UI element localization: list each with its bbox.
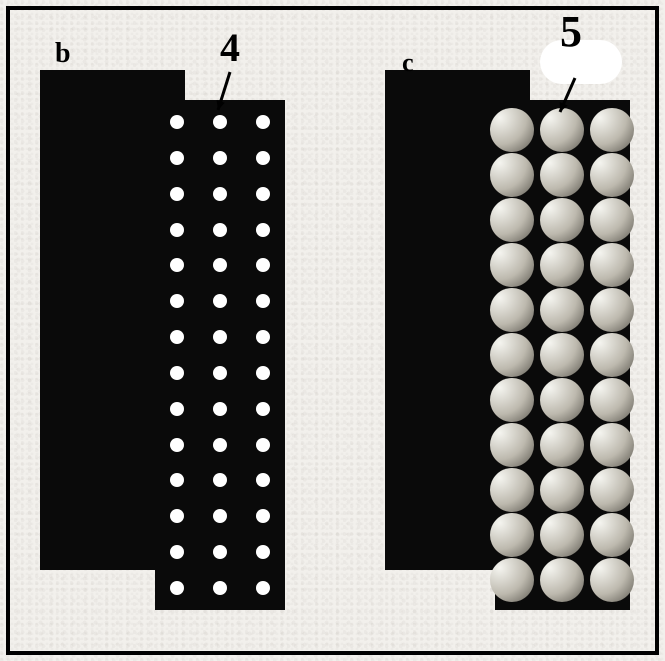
panel-b-dot (170, 545, 184, 559)
panel-b-callout-arrow-icon (206, 60, 242, 122)
panel-b-dot (213, 223, 227, 237)
panel-b-dot (256, 115, 270, 129)
panel-c-sphere (590, 513, 634, 557)
panel-c-sphere (540, 153, 584, 197)
panel-c-sphere (490, 378, 534, 422)
panel-c-label: c (402, 48, 414, 78)
panel-b-dot (256, 402, 270, 416)
panel-b-dot (213, 509, 227, 523)
panel-b-dot (213, 151, 227, 165)
panel-b-dot (213, 473, 227, 487)
panel-b-dot (256, 330, 270, 344)
panel-c-sphere-grid (490, 108, 634, 602)
panel-b-dot (256, 258, 270, 272)
panel-b-dot (170, 294, 184, 308)
panel-c-sphere (540, 333, 584, 377)
panel-c-sphere (490, 468, 534, 512)
panel-b-dot (170, 509, 184, 523)
panel-b-dot (170, 330, 184, 344)
panel-b-dot (256, 581, 270, 595)
panel-b-dot (213, 402, 227, 416)
panel-c-sphere (490, 423, 534, 467)
panel-c-callout-arrow-icon (548, 66, 587, 124)
panel-c-sphere (490, 198, 534, 242)
panel-b-dot-grid (170, 115, 270, 595)
panel-c-sphere (540, 198, 584, 242)
panel-c-sphere (540, 423, 584, 467)
panel-b-dot (256, 473, 270, 487)
panel-c-sphere (590, 108, 634, 152)
panel-b-dot (213, 330, 227, 344)
panel-b-dot (256, 438, 270, 452)
panel-c-sphere (490, 333, 534, 377)
panel-c-sphere (590, 198, 634, 242)
panel-c-sphere (490, 288, 534, 332)
panel-c-sphere (490, 513, 534, 557)
panel-c-sphere (540, 288, 584, 332)
panel-b-label: b (55, 38, 71, 70)
panel-c-sphere (490, 153, 534, 197)
panel-b-dot (256, 223, 270, 237)
panel-c-sphere (540, 243, 584, 287)
panel-c-sphere (540, 468, 584, 512)
panel-c-sphere (590, 333, 634, 377)
panel-c-sphere (590, 153, 634, 197)
panel-c-sphere (490, 108, 534, 152)
panel-b-dot (170, 187, 184, 201)
panel-c-sphere (490, 558, 534, 602)
panel-c-sphere (490, 243, 534, 287)
panel-b-dot (256, 509, 270, 523)
panel-b-dot (170, 258, 184, 272)
panel-b-dot (170, 402, 184, 416)
panel-c-sphere (540, 378, 584, 422)
panel-b-dot (213, 581, 227, 595)
panel-b-dot (170, 581, 184, 595)
panel-b-dot (213, 438, 227, 452)
panel-b-dot (170, 473, 184, 487)
panel-b-dot (213, 187, 227, 201)
panel-b-dot (170, 366, 184, 380)
panel-c-sphere (590, 243, 634, 287)
panel-b-dot (213, 545, 227, 559)
panel-c-sphere (590, 423, 634, 467)
panel-b-dot (256, 366, 270, 380)
panel-b-dot (170, 151, 184, 165)
panel-b-dot (256, 294, 270, 308)
panel-c-sphere (590, 468, 634, 512)
panel-b-dot (256, 151, 270, 165)
panel-c-callout-5: 5 (560, 6, 582, 57)
panel-b-dot (256, 187, 270, 201)
panel-b-dot (256, 545, 270, 559)
panel-b-dot (213, 258, 227, 272)
panel-c-sphere (540, 558, 584, 602)
panel-c-sphere (540, 513, 584, 557)
panel-b-dot (170, 223, 184, 237)
panel-b-dot (213, 294, 227, 308)
panel-c-sphere (590, 288, 634, 332)
panel-b-dot (170, 438, 184, 452)
panel-b-dot (170, 115, 184, 129)
panel-c-sphere (590, 558, 634, 602)
panel-c-sphere (590, 378, 634, 422)
panel-b-dot (213, 366, 227, 380)
